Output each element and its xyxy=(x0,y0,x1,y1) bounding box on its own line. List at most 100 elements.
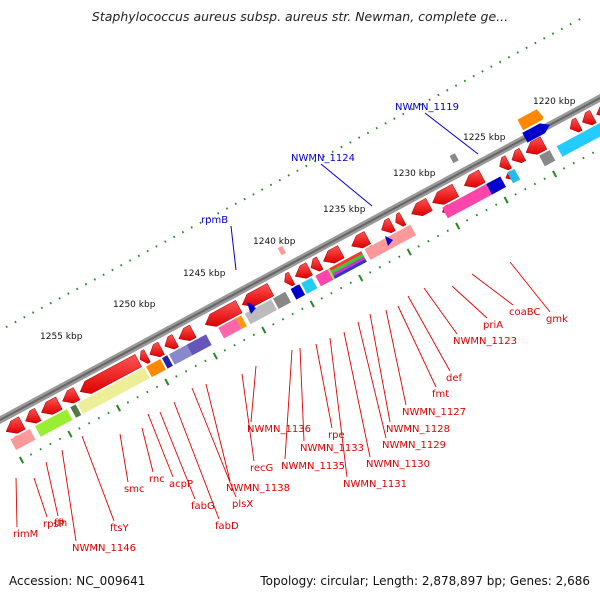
gene-label: gmk xyxy=(546,314,568,325)
gene-label-0: gmk xyxy=(509,261,568,325)
scale-tick xyxy=(261,188,264,191)
scale-tick xyxy=(40,306,44,310)
scale-label: 1230 kbp xyxy=(393,169,436,179)
feature-bar xyxy=(70,404,82,418)
feature-stripe xyxy=(329,251,363,271)
gene-label: smc xyxy=(124,484,144,495)
gene-arrow xyxy=(411,197,433,217)
scale-tick xyxy=(225,207,229,210)
gene-label: NWMN_1130 xyxy=(366,459,430,470)
leader-line xyxy=(191,387,237,498)
gene-label-24: NWMN_1146 xyxy=(61,449,136,554)
highlight-gene-2: rpmB xyxy=(201,215,237,271)
inner-tick xyxy=(18,456,25,464)
scale-tick xyxy=(305,164,308,168)
inner-tick xyxy=(291,312,294,316)
scale-tick xyxy=(428,98,431,102)
gene-label-14: NWMN_1136 xyxy=(247,365,311,435)
scale-tick xyxy=(446,89,449,92)
inner-tick xyxy=(398,255,401,259)
scale-tick xyxy=(84,282,88,286)
leader-line xyxy=(173,401,220,520)
inner-tick xyxy=(252,333,256,337)
scale-tick xyxy=(14,320,17,324)
scale-tick xyxy=(252,193,255,196)
gene-label: fabD xyxy=(215,521,239,532)
gene-arrow xyxy=(139,349,151,364)
scale-tick xyxy=(366,131,370,135)
scale-tick xyxy=(384,122,387,125)
leader-line xyxy=(45,461,59,517)
scale-tick xyxy=(560,27,563,31)
gene-label-23: ftsY xyxy=(81,435,129,534)
leader-line xyxy=(15,477,18,528)
scale-tick xyxy=(93,278,96,281)
feature-bar xyxy=(162,355,173,369)
gene-label: rpe xyxy=(328,430,345,441)
scale-label: 1220 kbp xyxy=(533,97,576,107)
inner-tick xyxy=(107,411,110,415)
inner-tick xyxy=(29,453,33,456)
gene-label-10: NWMN_1131 xyxy=(329,337,407,490)
inner-tick xyxy=(136,395,139,399)
scale-label: 1250 kbp xyxy=(113,300,156,310)
gene-label: NWMN_1135 xyxy=(281,461,345,472)
highlight-gene-bar xyxy=(517,109,544,131)
leader-line xyxy=(397,305,437,388)
scale-tick xyxy=(313,159,317,163)
feature-bar xyxy=(77,367,150,414)
scale-label: 1240 kbp xyxy=(253,237,296,247)
inner-tick xyxy=(39,447,42,451)
gene-label-2: priA xyxy=(451,285,503,331)
scale-tick xyxy=(454,84,458,87)
inner-tick xyxy=(436,234,440,238)
callout-line xyxy=(230,225,237,271)
gene-label: coaBC xyxy=(509,307,540,318)
scale-tick xyxy=(437,93,440,97)
leader-line xyxy=(329,337,348,478)
inner-tick xyxy=(233,343,236,347)
gene-label: ftsY xyxy=(110,523,129,534)
page-title: Staphylococcus aureus subsp. aureus str.… xyxy=(91,9,509,24)
accession-text: Accession: NC_009641 xyxy=(9,574,146,588)
highlight-gene-0: NWMN_1119 xyxy=(395,102,479,155)
inner-tick xyxy=(330,291,333,295)
gene-arrow xyxy=(569,117,583,133)
feature-bar xyxy=(290,284,306,300)
gene-label-17: plsX xyxy=(191,387,253,510)
scale-tick xyxy=(5,325,8,329)
highlight-gene-1: NWMN_1124 xyxy=(291,153,373,207)
gene-arrow xyxy=(284,271,296,287)
leader-line xyxy=(407,295,451,372)
scale-tick xyxy=(199,221,202,224)
gene-label-22: smc xyxy=(119,433,144,495)
scale-tick xyxy=(375,126,378,130)
feature-bar xyxy=(218,318,242,339)
inner-tick xyxy=(572,161,575,165)
gene-label-11: rpe xyxy=(315,343,345,441)
gene-arrow xyxy=(511,147,527,164)
scale-tick xyxy=(357,136,361,139)
leader-line xyxy=(81,435,115,522)
inner-tick xyxy=(164,378,170,386)
feature-bar xyxy=(273,291,291,309)
gene-label-18: fabD xyxy=(173,401,239,532)
gene-label-20: acpP xyxy=(147,413,193,490)
gene-label: fabG xyxy=(191,501,215,512)
leader-line xyxy=(451,285,488,319)
gene-label: NWMN_1138 xyxy=(226,483,290,494)
feature-bar xyxy=(486,176,506,195)
scale-tick xyxy=(146,249,149,253)
feature-bar xyxy=(539,150,556,167)
gene-label: acpP xyxy=(169,479,193,490)
feature-stripe xyxy=(330,253,364,274)
gene-label: NWMN_1146 xyxy=(72,543,136,554)
gene-arrow xyxy=(351,231,372,249)
leader-line xyxy=(141,427,154,473)
leader-line xyxy=(343,331,371,458)
gene-label-27: rimM xyxy=(13,477,38,540)
scale-tick xyxy=(534,41,537,45)
scale-tick xyxy=(569,22,572,26)
leader-line xyxy=(61,449,77,542)
